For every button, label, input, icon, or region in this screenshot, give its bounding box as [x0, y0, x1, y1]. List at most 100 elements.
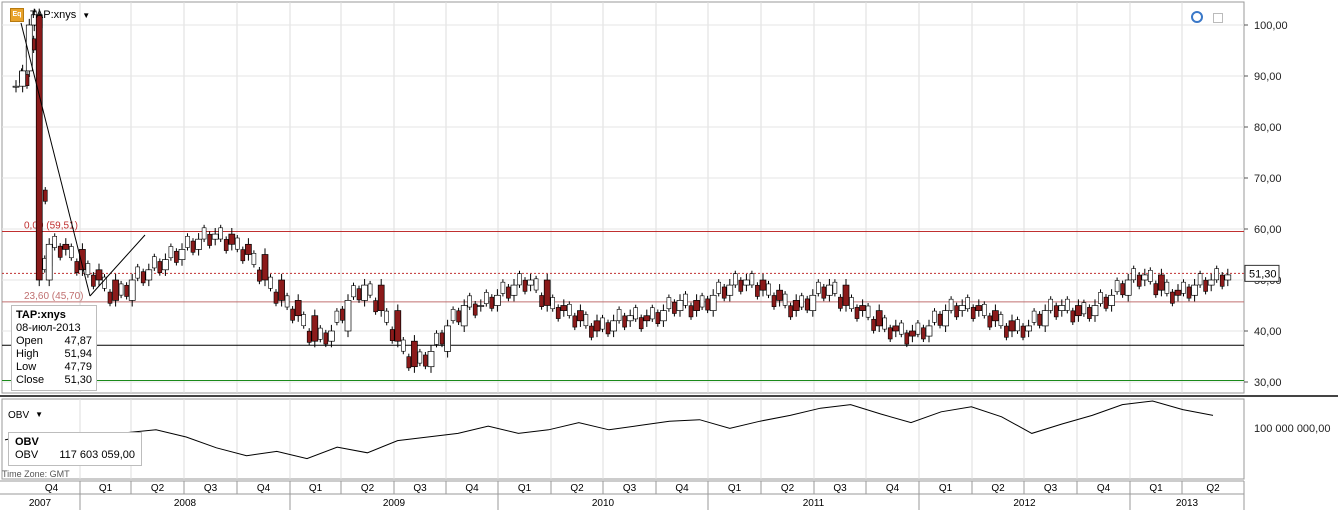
candle-body	[423, 354, 428, 367]
candle-body	[572, 315, 578, 328]
candle-body	[992, 310, 999, 322]
quarter-tick-label: Q1	[309, 483, 323, 494]
candle-body	[804, 298, 810, 311]
candle-body	[450, 309, 456, 321]
info-row-open: Open 47,87	[16, 335, 92, 347]
candle-body	[1224, 274, 1232, 281]
candle-body	[766, 283, 771, 296]
candle-body	[367, 283, 373, 296]
candle-body	[483, 292, 489, 304]
quarter-tick-label: Q3	[833, 483, 847, 494]
candle-body	[268, 276, 273, 289]
candle-body	[323, 332, 329, 345]
obv-tick-label: 100 000 000,00	[1254, 423, 1330, 435]
candle-body	[616, 309, 622, 321]
candle-body	[460, 305, 468, 327]
candle-body	[1141, 274, 1149, 281]
candle-body	[1191, 284, 1198, 296]
candle-body	[417, 351, 423, 364]
trend-line	[20, 22, 91, 297]
candle-body	[527, 279, 534, 286]
candle-body	[400, 339, 406, 352]
candle-body	[859, 305, 866, 311]
clock-icon[interactable]	[1191, 11, 1203, 23]
obv-header[interactable]: OBV ▼	[8, 410, 43, 421]
candle-body	[1174, 289, 1182, 296]
candle-body	[1098, 292, 1103, 304]
candle-body	[892, 325, 900, 332]
candle-body	[965, 297, 971, 310]
candle-body	[1081, 302, 1087, 315]
quarter-tick-label: Q1	[99, 483, 113, 494]
candle-body	[954, 305, 959, 318]
candle-body	[759, 279, 767, 291]
candle-body	[849, 297, 854, 310]
candle-body	[882, 317, 888, 330]
candle-body	[555, 307, 561, 319]
candle-body	[898, 322, 904, 335]
candle-body	[743, 279, 750, 286]
eq-icon: Eq	[10, 8, 24, 22]
symbol-label: TAP:xnys	[30, 9, 77, 21]
candle-body	[145, 269, 153, 281]
candle-body	[489, 296, 495, 309]
candle-body	[506, 286, 511, 299]
candle-body	[377, 284, 385, 311]
y-tick-label: 40,00	[1254, 326, 1282, 338]
candle-body	[821, 286, 827, 299]
candle-body	[1114, 280, 1120, 293]
candle-body	[649, 307, 655, 320]
price-box-frame	[1244, 264, 1280, 282]
candle-body	[716, 281, 722, 294]
candle-body	[284, 295, 290, 308]
candle-body	[168, 246, 174, 259]
minimize-icon[interactable]	[1213, 13, 1223, 23]
candle-body	[278, 279, 285, 301]
candle-body	[107, 291, 113, 304]
candle-body	[340, 308, 345, 321]
candle-body	[887, 327, 893, 340]
candle-body	[937, 313, 943, 326]
chevron-down-icon[interactable]: ▼	[35, 410, 44, 419]
chevron-down-icon[interactable]: ▼	[82, 10, 91, 20]
candle-body	[1020, 325, 1026, 338]
obv-label: OBV	[8, 410, 30, 421]
candle-body	[373, 300, 378, 313]
candle-body	[958, 305, 966, 311]
candle-body	[472, 303, 478, 316]
candle-body	[826, 284, 833, 296]
candle-body	[1037, 313, 1042, 326]
candle-body	[915, 322, 921, 335]
candle-body	[838, 296, 843, 309]
info-row-close: Close 51,30	[16, 374, 92, 386]
candle-body	[1004, 325, 1009, 338]
candle-body	[738, 279, 744, 292]
candle-body	[257, 269, 262, 282]
candle-body	[1124, 279, 1132, 296]
quarter-tick-label: Q4	[886, 483, 900, 494]
candle-body	[809, 294, 817, 311]
candle-body	[62, 243, 70, 250]
candle-body	[605, 322, 611, 335]
candle-body	[394, 310, 402, 342]
candle-body	[1136, 274, 1142, 287]
candle-body	[240, 249, 246, 262]
candle-body	[190, 240, 196, 253]
candle-body	[875, 310, 883, 327]
candle-body	[35, 14, 43, 281]
candle-body	[543, 279, 551, 306]
candle-body	[1207, 279, 1215, 286]
symbol-header[interactable]: Eq TAP:xnys ▼	[10, 8, 90, 22]
quarter-tick-label: Q1	[939, 483, 953, 494]
candle-body	[1091, 305, 1099, 317]
candle-body	[294, 300, 302, 317]
candle-body	[74, 261, 80, 273]
y-tick-label: 100,00	[1254, 20, 1288, 32]
level-label: 0,00 (59,51)	[24, 220, 78, 231]
candle-body	[693, 300, 700, 311]
candle-body	[157, 261, 163, 273]
candle-body	[79, 249, 86, 271]
candle-body	[25, 24, 33, 72]
